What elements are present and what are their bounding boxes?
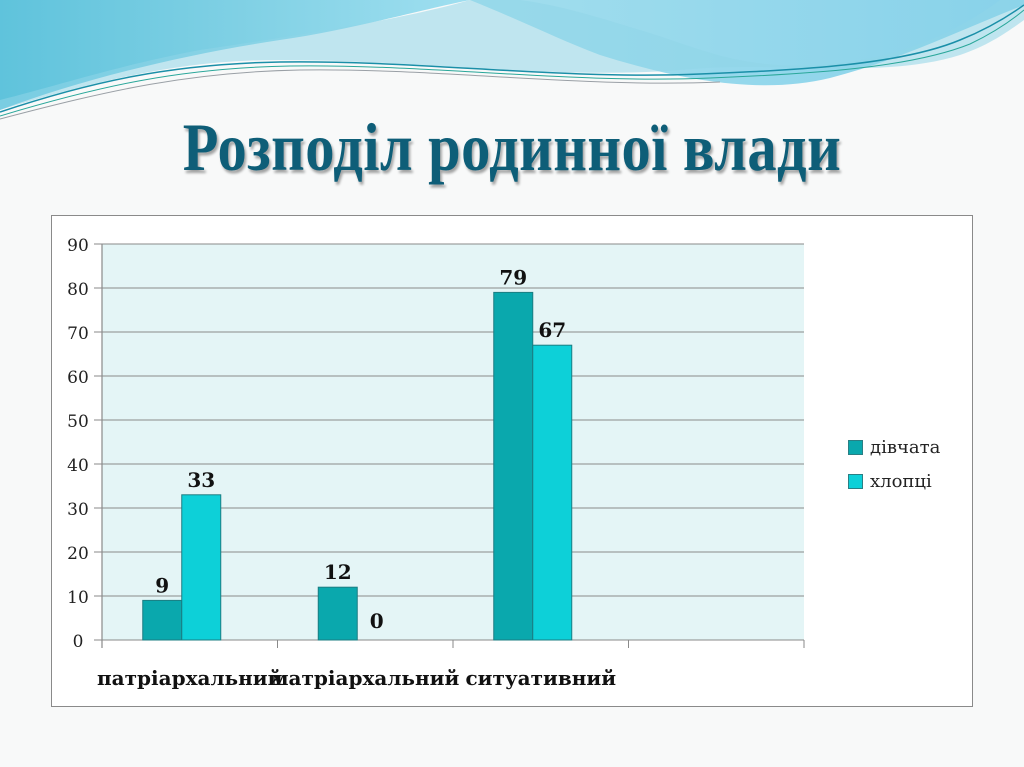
x-category-label: патріархальний bbox=[97, 666, 283, 690]
legend-label-boys: хлопці bbox=[870, 470, 932, 492]
data-label: 79 bbox=[499, 265, 527, 289]
y-tick-label: 30 bbox=[67, 500, 89, 520]
y-tick-label: 0 bbox=[73, 632, 84, 652]
y-tick-label: 70 bbox=[67, 324, 89, 344]
chart-legend: дівчата хлопці bbox=[848, 430, 940, 498]
y-tick-label: 80 bbox=[67, 280, 89, 300]
data-label: 33 bbox=[187, 468, 215, 492]
y-tick-label: 20 bbox=[67, 544, 89, 564]
y-tick-label: 50 bbox=[67, 412, 89, 432]
legend-item-girls: дівчата bbox=[848, 430, 940, 464]
slide-title: Розподіл родинної влади bbox=[182, 109, 842, 185]
bar-boys bbox=[181, 494, 222, 641]
data-label: 9 bbox=[155, 573, 169, 597]
x-category-label: матріархальний bbox=[271, 666, 459, 690]
decorative-wave-header bbox=[0, 0, 1024, 120]
legend-swatch-girls-icon bbox=[848, 439, 863, 455]
x-category-label: ситуативний bbox=[465, 666, 616, 690]
legend-item-boys: хлопці bbox=[848, 464, 940, 498]
bar-girls bbox=[317, 586, 358, 641]
bar-girls bbox=[142, 599, 183, 641]
y-tick-label: 60 bbox=[67, 368, 89, 388]
bar-boys bbox=[532, 344, 573, 641]
y-tick-label: 40 bbox=[67, 456, 89, 476]
y-tick-label: 90 bbox=[67, 236, 89, 256]
data-label: 0 bbox=[370, 609, 384, 633]
legend-label-girls: дівчата bbox=[870, 436, 941, 458]
bar-girls bbox=[493, 291, 534, 641]
data-label: 67 bbox=[538, 318, 566, 342]
y-tick-label: 10 bbox=[67, 588, 89, 608]
legend-swatch-boys-icon bbox=[848, 473, 863, 489]
data-label: 12 bbox=[324, 560, 352, 584]
